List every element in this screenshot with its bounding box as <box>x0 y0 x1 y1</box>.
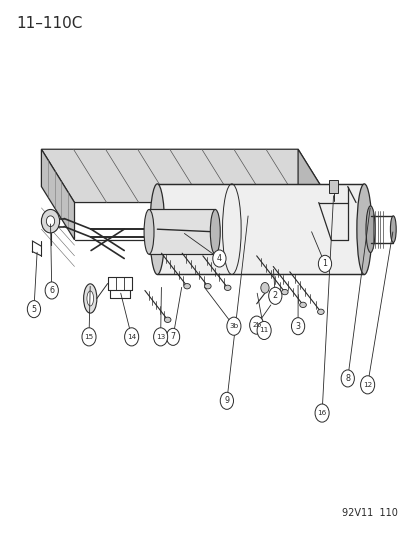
Ellipse shape <box>150 184 164 274</box>
Polygon shape <box>157 184 363 274</box>
Ellipse shape <box>183 284 190 289</box>
Ellipse shape <box>299 302 306 308</box>
Circle shape <box>256 321 271 340</box>
Text: 4: 4 <box>216 254 221 263</box>
Ellipse shape <box>204 284 211 289</box>
Ellipse shape <box>224 285 230 290</box>
Ellipse shape <box>356 184 371 274</box>
Circle shape <box>249 316 263 334</box>
Polygon shape <box>41 149 74 240</box>
Ellipse shape <box>389 216 395 243</box>
Text: 8: 8 <box>344 374 349 383</box>
Text: 1: 1 <box>322 260 327 268</box>
Text: 11–110C: 11–110C <box>17 16 83 31</box>
Circle shape <box>318 255 331 272</box>
Circle shape <box>220 392 233 409</box>
Text: 13: 13 <box>156 334 165 340</box>
Ellipse shape <box>281 289 287 295</box>
Ellipse shape <box>144 209 154 254</box>
Circle shape <box>360 376 374 394</box>
Circle shape <box>27 301 40 318</box>
Ellipse shape <box>83 284 97 313</box>
Circle shape <box>82 328 96 346</box>
Circle shape <box>166 328 179 345</box>
Circle shape <box>45 282 58 299</box>
Text: 2b: 2b <box>252 322 261 328</box>
Circle shape <box>268 287 281 304</box>
Ellipse shape <box>87 291 93 306</box>
Circle shape <box>226 317 240 335</box>
Ellipse shape <box>365 206 374 253</box>
Circle shape <box>41 209 59 233</box>
Text: 9: 9 <box>224 397 229 405</box>
Text: 7: 7 <box>170 333 175 341</box>
Ellipse shape <box>164 317 171 322</box>
Circle shape <box>260 282 268 293</box>
Circle shape <box>212 250 225 267</box>
Circle shape <box>340 370 354 387</box>
Text: 5: 5 <box>31 305 36 313</box>
FancyBboxPatch shape <box>328 180 337 193</box>
Text: 12: 12 <box>362 382 371 388</box>
Text: 6: 6 <box>49 286 54 295</box>
Polygon shape <box>297 149 330 240</box>
Text: 3b: 3b <box>229 323 238 329</box>
Ellipse shape <box>317 309 323 314</box>
Circle shape <box>46 216 55 227</box>
Ellipse shape <box>210 209 220 254</box>
Text: 14: 14 <box>127 334 136 340</box>
Circle shape <box>124 328 138 346</box>
Text: 11: 11 <box>259 327 268 334</box>
Polygon shape <box>149 209 215 254</box>
Text: 2: 2 <box>272 292 277 300</box>
Circle shape <box>153 328 167 346</box>
Polygon shape <box>41 149 330 203</box>
Circle shape <box>291 318 304 335</box>
Text: 16: 16 <box>317 410 326 416</box>
Circle shape <box>314 404 328 422</box>
Text: 92V11  110: 92V11 110 <box>341 508 396 518</box>
Text: 15: 15 <box>84 334 93 340</box>
Text: 3: 3 <box>295 322 300 330</box>
